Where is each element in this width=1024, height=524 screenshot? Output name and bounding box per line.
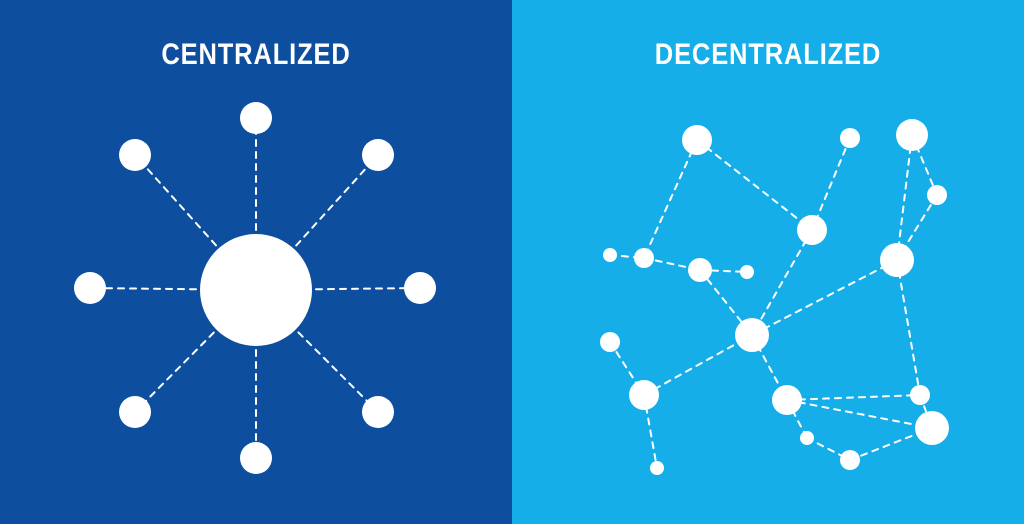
- decentralized-network: [512, 0, 1024, 524]
- network-node: [240, 102, 272, 134]
- network-node: [740, 265, 754, 279]
- network-node: [735, 318, 769, 352]
- network-edge: [644, 335, 752, 395]
- network-node: [772, 385, 802, 415]
- network-node: [650, 461, 664, 475]
- network-node: [915, 411, 949, 445]
- network-node: [603, 248, 617, 262]
- network-node: [896, 119, 928, 151]
- network-edge: [787, 400, 932, 428]
- network-edge: [897, 260, 920, 395]
- network-node: [682, 125, 712, 155]
- network-node: [800, 431, 814, 445]
- network-node: [634, 248, 654, 268]
- network-edge: [787, 395, 920, 400]
- network-node: [840, 128, 860, 148]
- network-node: [240, 442, 272, 474]
- decentralized-panel: DECENTRALIZED: [512, 0, 1024, 524]
- network-node: [119, 396, 151, 428]
- network-edge: [644, 140, 697, 258]
- network-node: [74, 272, 106, 304]
- centralized-network: [0, 0, 512, 524]
- network-node: [927, 185, 947, 205]
- network-node: [910, 385, 930, 405]
- network-node: [840, 450, 860, 470]
- network-node: [629, 380, 659, 410]
- network-node: [797, 215, 827, 245]
- network-node: [362, 396, 394, 428]
- network-node: [600, 332, 620, 352]
- network-node: [119, 139, 151, 171]
- network-edge: [697, 140, 812, 230]
- centralized-panel: CENTRALIZED: [0, 0, 512, 524]
- network-node: [688, 258, 712, 282]
- network-edge: [752, 230, 812, 335]
- network-node: [362, 139, 394, 171]
- network-edge: [897, 135, 912, 260]
- network-node: [200, 234, 312, 346]
- network-node: [404, 272, 436, 304]
- network-node: [880, 243, 914, 277]
